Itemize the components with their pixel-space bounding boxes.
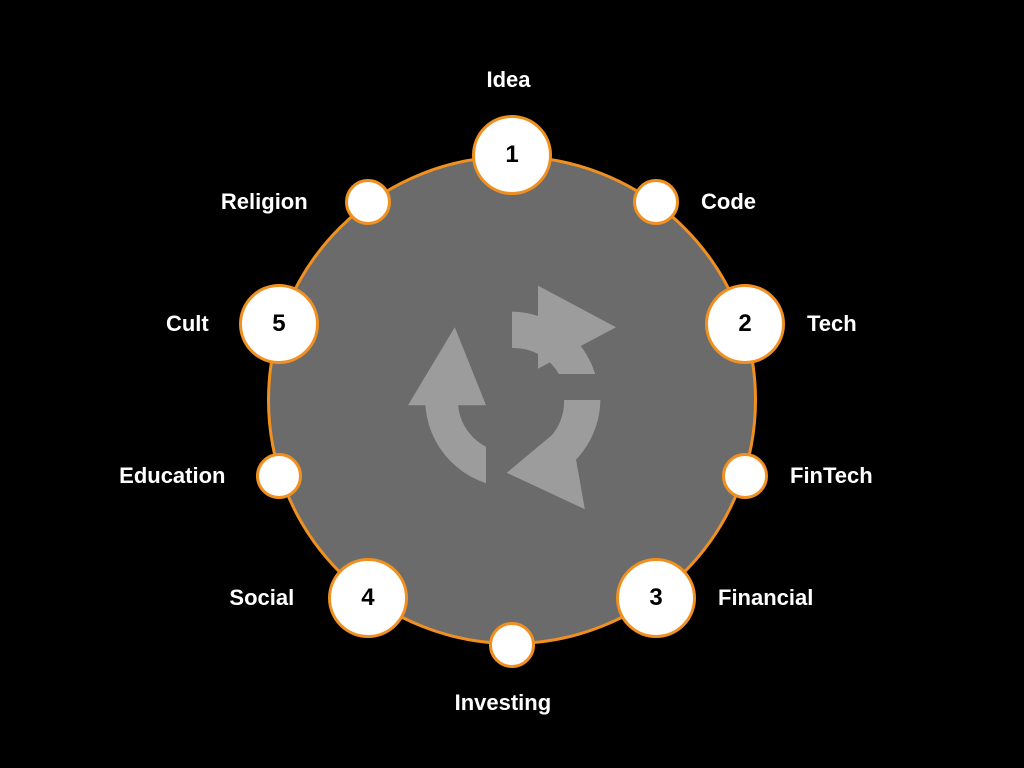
cycle-node-religion — [345, 179, 391, 225]
cycle-node-label-religion: Religion — [221, 189, 308, 215]
cycle-node-n2: 2 — [705, 284, 785, 364]
cycle-node-label-education: Education — [119, 463, 225, 489]
cycle-node-label-n2: Tech — [807, 311, 857, 337]
cycle-node-label-n4: Social — [229, 585, 294, 611]
diagram-stage: 1 Idea Code 2 Tech FinTech 3 Financial Investing… — [0, 0, 1024, 768]
recycle-icon — [382, 270, 642, 530]
cycle-node-n4: 4 — [328, 558, 408, 638]
cycle-node-investing — [489, 622, 535, 668]
cycle-node-number: 4 — [361, 584, 374, 612]
cycle-node-number: 3 — [649, 584, 662, 612]
cycle-node-label-n1: Idea — [486, 67, 530, 93]
cycle-node-fintech — [722, 453, 768, 499]
cycle-node-label-n5: Cult — [166, 311, 209, 337]
cycle-node-n1: 1 — [472, 115, 552, 195]
cycle-node-label-investing: Investing — [455, 690, 552, 716]
cycle-node-n5: 5 — [239, 284, 319, 364]
cycle-node-n3: 3 — [616, 558, 696, 638]
cycle-node-label-code: Code — [701, 189, 756, 215]
cycle-node-label-fintech: FinTech — [790, 463, 873, 489]
cycle-node-code — [633, 179, 679, 225]
cycle-node-number: 5 — [272, 310, 285, 338]
cycle-node-number: 1 — [505, 141, 518, 169]
cycle-node-label-n3: Financial — [718, 585, 813, 611]
cycle-node-number: 2 — [738, 310, 751, 338]
cycle-node-education — [256, 453, 302, 499]
